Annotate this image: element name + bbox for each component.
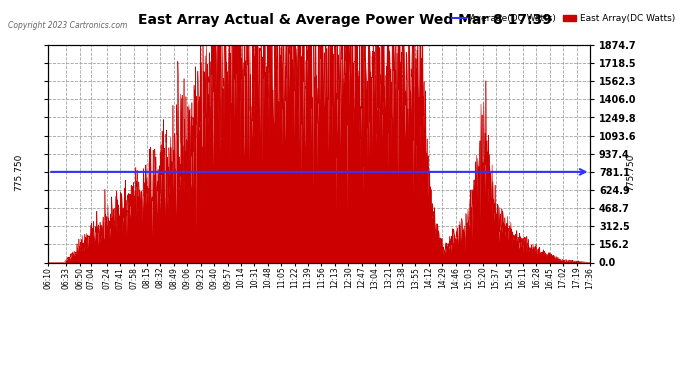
Legend: Average(DC Watts), East Array(DC Watts): Average(DC Watts), East Array(DC Watts) <box>453 14 675 23</box>
Text: East Array Actual & Average Power Wed Mar 8 17:39: East Array Actual & Average Power Wed Ma… <box>138 13 552 27</box>
Text: 775.750: 775.750 <box>626 153 635 190</box>
Text: 775.750: 775.750 <box>14 153 23 190</box>
Text: Copyright 2023 Cartronics.com: Copyright 2023 Cartronics.com <box>8 21 128 30</box>
